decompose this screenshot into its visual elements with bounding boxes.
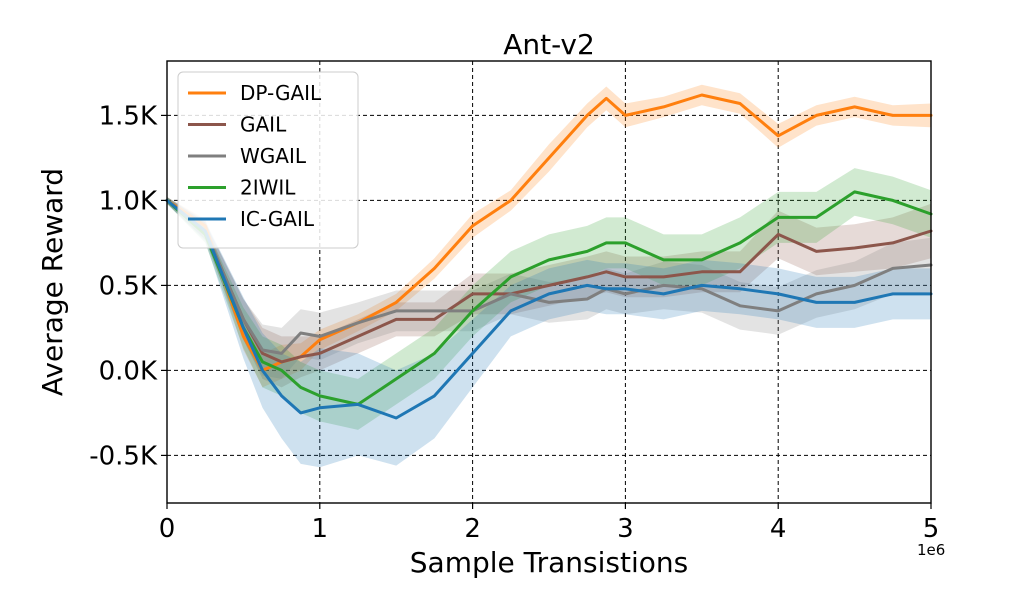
x-tick-label: 1 <box>312 514 329 544</box>
legend-label-2iwil: 2IWIL <box>240 176 296 200</box>
y-tick-label: 0.5K <box>99 271 158 301</box>
x-tick-label: 2 <box>464 514 481 544</box>
y-tick-label: 1.0K <box>99 186 158 216</box>
legend-label-wgail: WGAIL <box>240 144 307 168</box>
x-tick-label: 3 <box>617 514 634 544</box>
std-bands <box>167 84 931 468</box>
y-tick-label: -0.5K <box>89 441 158 471</box>
chart-title: Ant-v2 <box>503 28 595 61</box>
y-axis: -0.5K 0.0K 0.5K 1.0K 1.5K <box>89 101 167 471</box>
line-wgail <box>165 198 933 355</box>
line-gail <box>165 198 933 364</box>
plot-frame <box>166 60 932 504</box>
band-2iwil <box>167 168 931 430</box>
band-gail <box>167 197 931 388</box>
x-axis-label: Sample Transistions <box>410 546 688 579</box>
legend-box <box>177 71 359 249</box>
band-dp-gail <box>167 84 931 388</box>
series-lines <box>165 93 933 420</box>
x-offset-text: 1e6 <box>917 541 945 559</box>
legend: DP-GAIL GAIL WGAIL 2IWIL IC-GAIL <box>177 71 359 249</box>
legend-label-dp-gail: DP-GAIL <box>240 81 322 105</box>
line-ic-gail <box>165 198 933 420</box>
legend-label-gail: GAIL <box>240 113 287 137</box>
x-tick-label: 0 <box>159 514 176 544</box>
x-axis: 0 1 2 3 4 5 <box>159 503 940 544</box>
y-tick-label: 0.0K <box>99 356 158 386</box>
y-tick-label: 1.5K <box>99 101 158 131</box>
line-2iwil <box>165 190 933 406</box>
band-ic-gail <box>167 197 931 468</box>
x-tick-label: 4 <box>770 514 787 544</box>
x-tick-label: 5 <box>923 514 940 544</box>
line-dp-gail <box>165 93 933 372</box>
band-wgail <box>167 197 931 379</box>
legend-label-ic-gail: IC-GAIL <box>240 207 315 231</box>
y-axis-label: Average Reward <box>36 168 69 396</box>
